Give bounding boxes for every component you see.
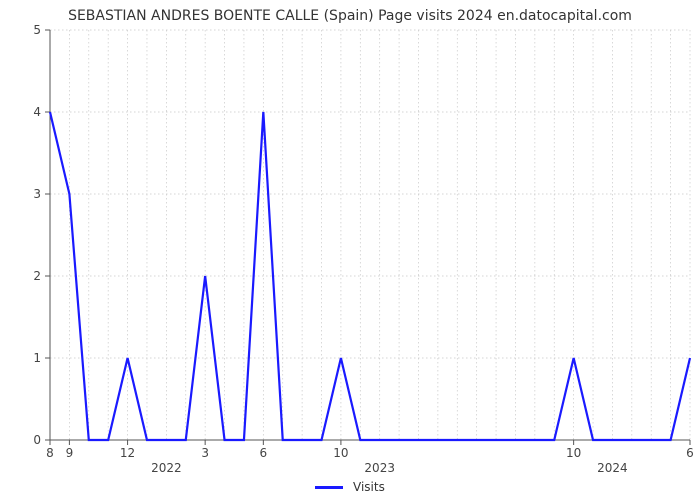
chart-legend: Visits: [0, 480, 700, 494]
svg-text:3: 3: [33, 187, 41, 201]
svg-text:9: 9: [66, 446, 74, 460]
svg-text:4: 4: [33, 105, 41, 119]
svg-text:8: 8: [46, 446, 54, 460]
chart-svg: 01234589123610106202220232024: [0, 0, 700, 500]
svg-text:3: 3: [201, 446, 209, 460]
svg-text:0: 0: [33, 433, 41, 447]
svg-text:2: 2: [33, 269, 41, 283]
svg-text:5: 5: [33, 23, 41, 37]
legend-label: Visits: [353, 480, 385, 494]
svg-text:6: 6: [686, 446, 694, 460]
svg-text:6: 6: [260, 446, 268, 460]
svg-text:2022: 2022: [151, 461, 182, 475]
svg-text:1: 1: [33, 351, 41, 365]
svg-text:12: 12: [120, 446, 135, 460]
svg-text:10: 10: [333, 446, 348, 460]
page-visits-chart: SEBASTIAN ANDRES BOENTE CALLE (Spain) Pa…: [0, 0, 700, 500]
legend-swatch: [315, 486, 343, 489]
svg-text:2024: 2024: [597, 461, 628, 475]
svg-text:2023: 2023: [364, 461, 395, 475]
svg-text:10: 10: [566, 446, 581, 460]
chart-title: SEBASTIAN ANDRES BOENTE CALLE (Spain) Pa…: [0, 8, 700, 24]
